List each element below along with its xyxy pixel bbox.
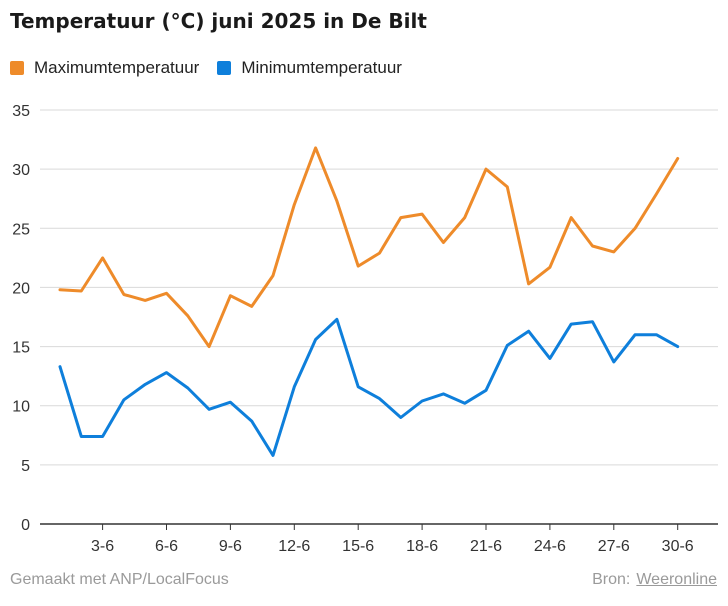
- series-line-min: [58, 317, 680, 457]
- chart-title: Temperatuur (°C) juni 2025 in De Bilt: [10, 9, 427, 33]
- footer-source: Bron: Weeronline: [592, 571, 717, 589]
- x-tick-label: 12-6: [278, 538, 310, 555]
- x-tick-label: 6-6: [155, 538, 178, 555]
- source-label: Bron:: [592, 571, 631, 588]
- x-tick-label: 27-6: [598, 538, 630, 555]
- y-tick-label: 15: [12, 340, 30, 357]
- x-tick-label: 21-6: [470, 538, 502, 555]
- x-tick-label: 30-6: [662, 538, 694, 555]
- y-tick-label: 30: [12, 162, 30, 179]
- chart-legend: Maximumtemperatuur Minimumtemperatuur: [10, 58, 420, 78]
- legend-swatch-min: [217, 61, 232, 75]
- y-tick-label: 25: [12, 221, 30, 238]
- y-tick-label: 0: [21, 517, 30, 534]
- y-tick-label: 5: [21, 458, 30, 475]
- source-link[interactable]: Weeronline: [636, 571, 717, 588]
- y-tick-label: 20: [12, 280, 30, 297]
- series-line-max: [58, 146, 680, 349]
- legend-swatch-max: [10, 61, 24, 75]
- x-tick-label: 9-6: [219, 538, 242, 555]
- legend-label-max: Maximumtemperatuur: [34, 58, 200, 77]
- footer-credit: Gemaakt met ANP/LocalFocus: [10, 571, 229, 588]
- y-tick-label: 10: [12, 399, 30, 416]
- y-tick-label: 35: [12, 103, 30, 120]
- legend-item-min[interactable]: Minimumtemperatuur: [217, 58, 402, 78]
- x-tick-label: 15-6: [342, 538, 374, 555]
- legend-item-max[interactable]: Maximumtemperatuur: [10, 58, 199, 78]
- x-tick-label: 18-6: [406, 538, 438, 555]
- legend-label-min: Minimumtemperatuur: [241, 58, 402, 77]
- x-tick-label: 24-6: [534, 538, 566, 555]
- x-tick-label: 3-6: [91, 538, 114, 555]
